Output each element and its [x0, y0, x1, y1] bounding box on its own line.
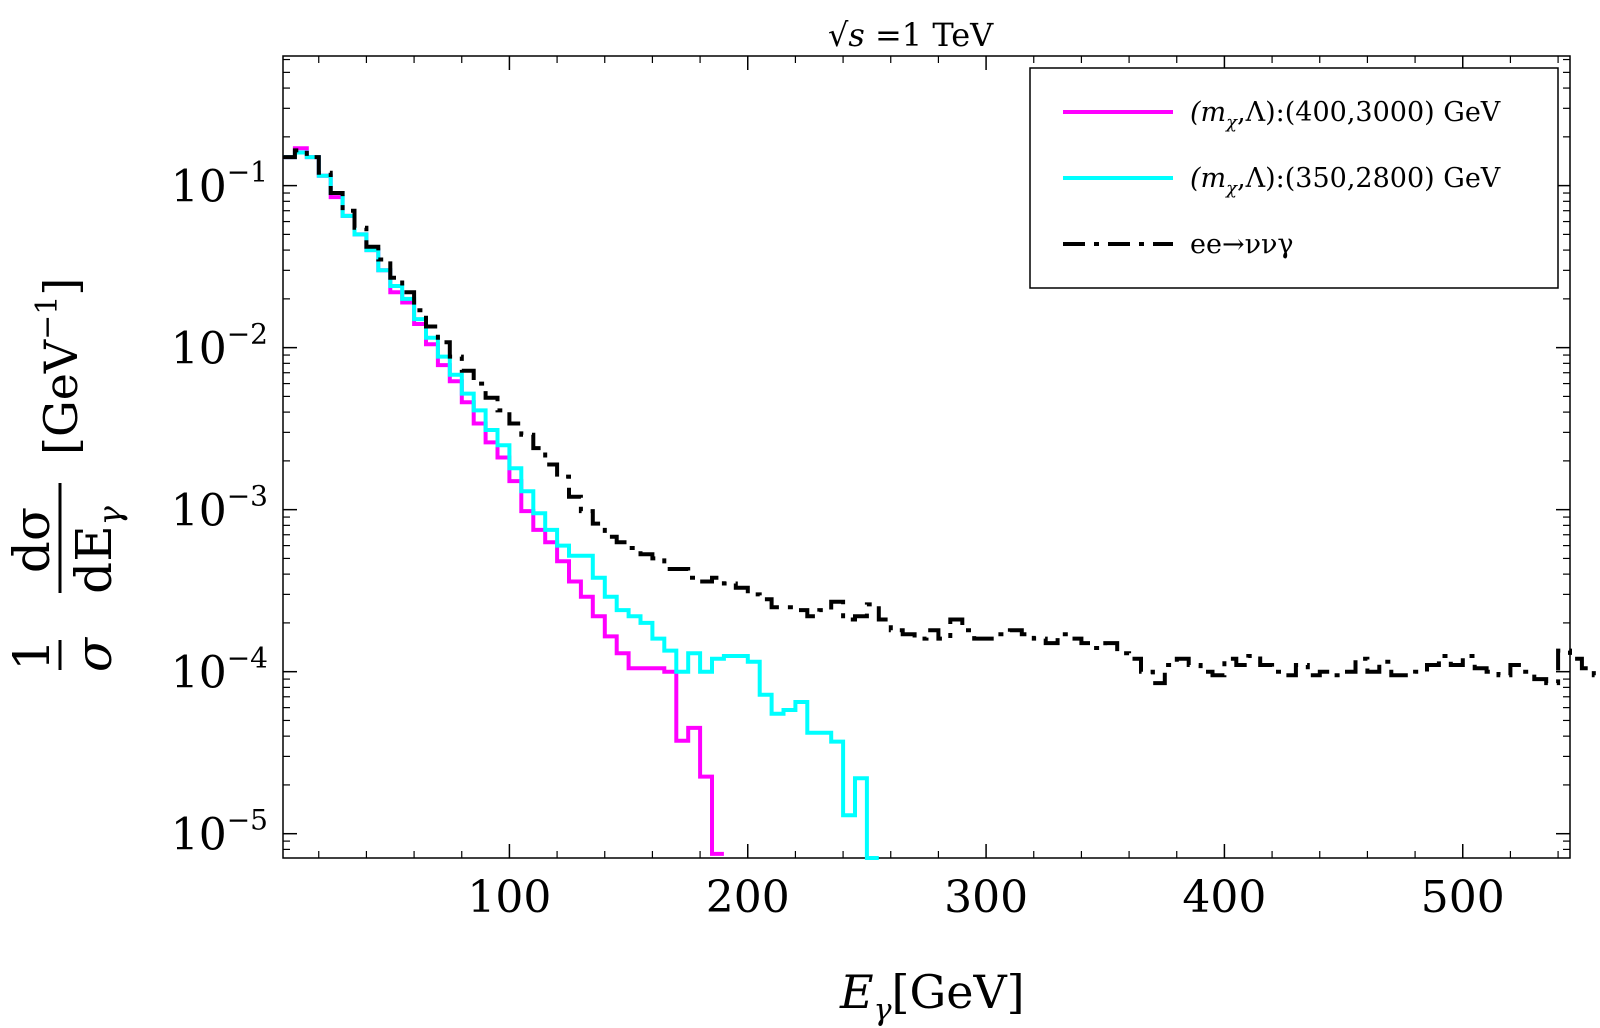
series-line-1	[283, 150, 879, 860]
title-suffix: =1 TeV	[865, 16, 994, 54]
xlabel-sub: γ	[874, 993, 892, 1028]
ylabel-unit-main: [GeV	[34, 339, 88, 455]
ylabel-unit: [GeV−1]	[30, 278, 88, 455]
ylabel-dE-sub: γ	[91, 505, 129, 525]
plot-frame	[282, 55, 1571, 859]
ylabel-dE-main: dE	[65, 525, 123, 594]
ylabel-sigma: σ	[65, 636, 123, 672]
x-tick-label: 200	[706, 872, 790, 923]
y-tick-label: 10−1	[171, 156, 268, 213]
legend0-sub: χ	[1224, 112, 1238, 133]
y-tick-label: 10−4	[171, 642, 268, 699]
ylabel-dE: dEγ	[65, 505, 129, 594]
title-var: s	[848, 16, 864, 54]
legend0-rest: ,Λ):(400,3000) GeV	[1237, 97, 1501, 128]
legend0-main: (m	[1190, 97, 1226, 128]
title-sqrt: √	[828, 16, 849, 54]
ylabel-unit-exp: −1	[30, 296, 65, 340]
legend1-sub: χ	[1224, 178, 1238, 199]
legend: (mχ,Λ):(400,3000) GeV (mχ,Λ):(350,2800) …	[1029, 67, 1559, 289]
x-tick-label: 100	[467, 872, 551, 923]
series-line-0	[283, 146, 724, 856]
legend1-main: (m	[1190, 163, 1226, 194]
legend-label-black: ee→ννγ	[1190, 229, 1294, 260]
ylabel-one: 1	[3, 639, 61, 671]
ylabel-unit-close: ]	[34, 278, 88, 296]
y-tick-label: 10−2	[171, 318, 268, 375]
legend-label-cyan: (mχ,Λ):(350,2800) GeV	[1190, 163, 1501, 199]
x-tick-label: 500	[1421, 872, 1505, 923]
series-line-2	[283, 148, 1600, 686]
xlabel-unit: [GeV]	[892, 965, 1025, 1019]
chart-title-text: √s =1 TeV	[828, 16, 994, 54]
x-axis-label: Eγ[GeV]	[839, 965, 1025, 1028]
xlabel-main: E	[839, 965, 874, 1019]
x-tick-label: 300	[944, 872, 1028, 923]
y-tick-label: 10−5	[171, 804, 268, 861]
legend-label-magenta: (mχ,Λ):(400,3000) GeV	[1190, 97, 1501, 133]
x-tick-label: 400	[1182, 872, 1266, 923]
series-layer	[283, 146, 1600, 860]
ticks-layer: 100 200 300 400 500 10−1 10−2 10−3 10−4 10−5	[171, 56, 1570, 923]
y-tick-label: 10−3	[171, 480, 268, 537]
legend1-rest: ,Λ):(350,2800) GeV	[1237, 163, 1501, 194]
chart-title: √s =1 TeV	[828, 16, 994, 54]
y-axis-label: 1 σ dσ dEγ [GeV−1]	[3, 278, 129, 672]
ylabel-dsigma: dσ	[3, 507, 61, 573]
